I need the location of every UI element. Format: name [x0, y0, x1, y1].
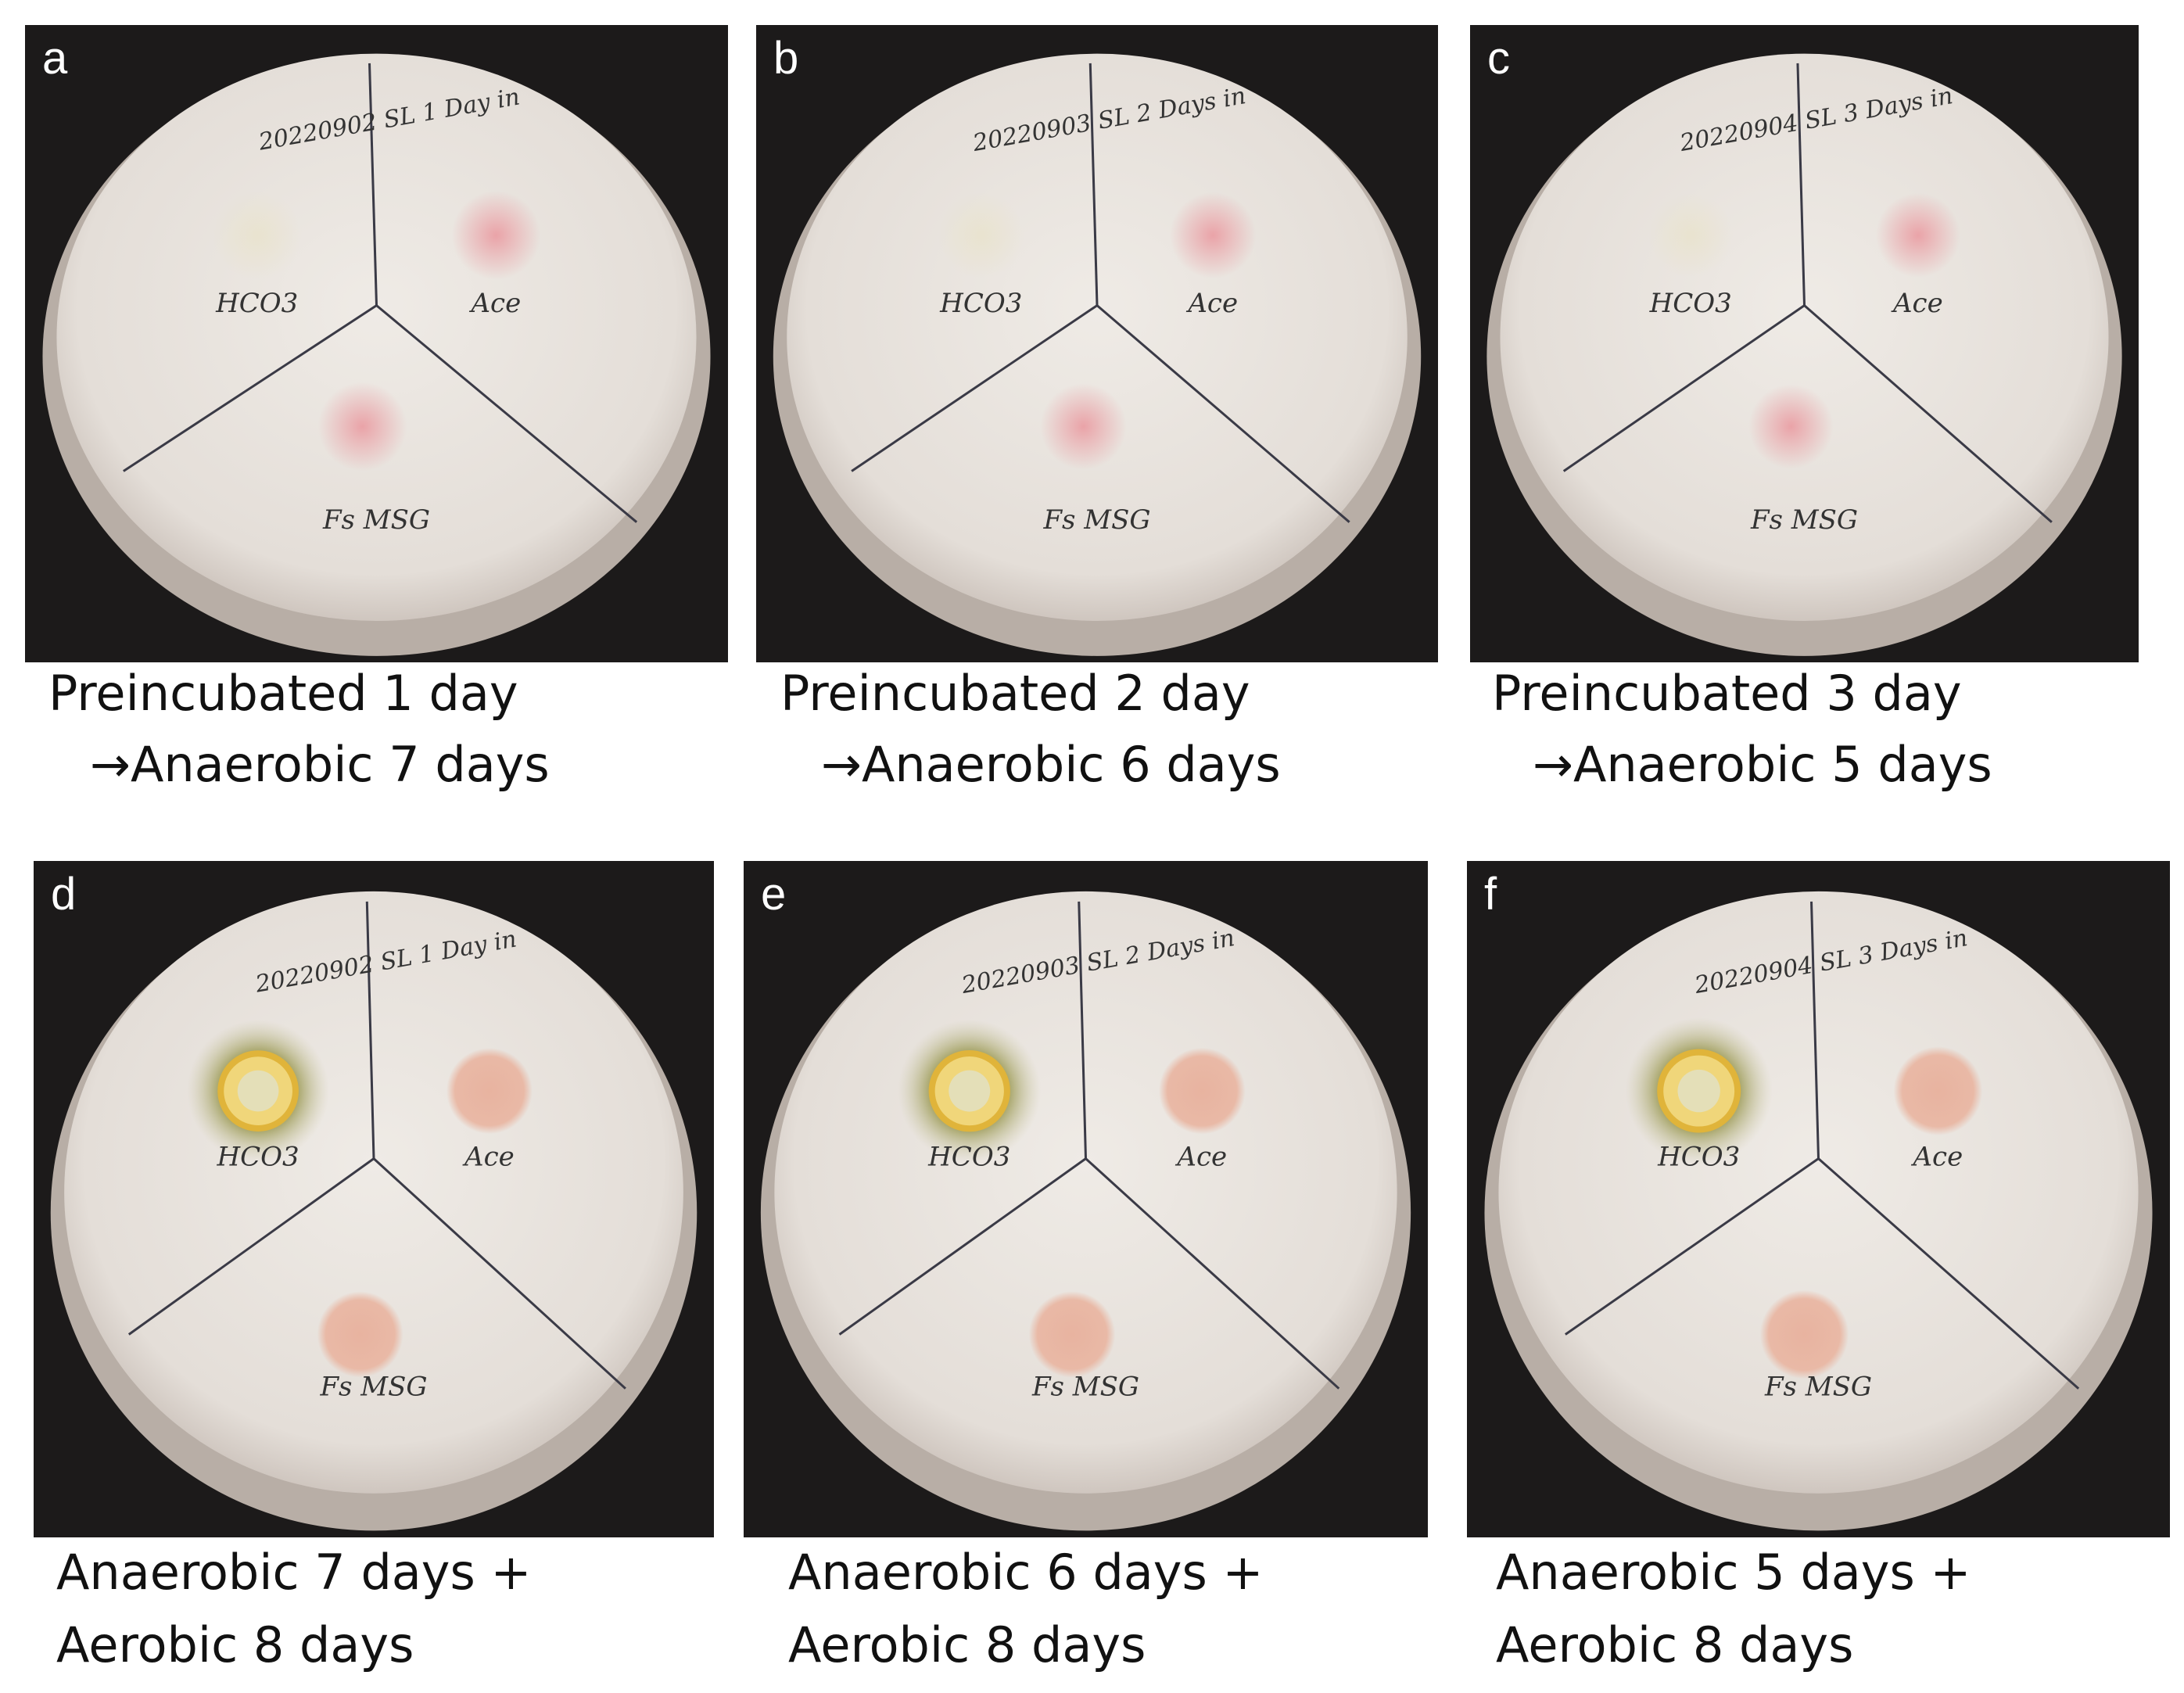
colony: [1759, 1289, 1849, 1379]
colony-center: [949, 1070, 991, 1112]
panel-letter: d: [51, 869, 76, 920]
colony: [317, 1291, 403, 1378]
caption: →Anaerobic 5 days: [1533, 736, 1992, 793]
divider-line: [1562, 304, 1806, 472]
dish: [774, 891, 1397, 1494]
caption: Preincubated 3 day: [1492, 665, 1962, 722]
plate-label: Ace: [468, 288, 521, 319]
plate-label: Fs MSG: [1764, 1371, 1872, 1402]
caption: Aerobic 8 days: [788, 1616, 1146, 1673]
divider-line: [1085, 1157, 1340, 1390]
colony: [1875, 192, 1960, 278]
colony-center: [237, 1070, 279, 1112]
caption: →Anaerobic 6 days: [821, 736, 1281, 793]
panel-letter: b: [773, 33, 798, 84]
panel-letter: c: [1487, 33, 1510, 84]
divider-line: [123, 304, 378, 472]
divider-line: [127, 1157, 375, 1336]
colony: [317, 382, 407, 472]
divider-line: [1078, 901, 1087, 1159]
divider-line: [838, 1157, 1087, 1336]
plate-label: Fs MSG: [1750, 504, 1858, 536]
colony: [1748, 384, 1834, 469]
colony: [212, 191, 302, 280]
plate-label: HCO3: [1657, 1141, 1740, 1172]
plate-label: Fs MSG: [1031, 1371, 1139, 1402]
dish: [1498, 891, 2139, 1494]
plate-label: Ace: [1891, 288, 1943, 319]
colony: [1648, 192, 1734, 278]
caption: Anaerobic 6 days +: [788, 1544, 1263, 1601]
plate-label: HCO3: [927, 1141, 1010, 1172]
divider-line: [1096, 304, 1350, 523]
divider-line: [1817, 1157, 2080, 1390]
colony-center: [1677, 1069, 1720, 1113]
colony: [1893, 1046, 1983, 1135]
dish: [64, 891, 683, 1494]
panel-letter: a: [42, 33, 68, 84]
dish: [1500, 53, 2109, 622]
plate-label: HCO3: [939, 288, 1022, 319]
caption: Aerobic 8 days: [1496, 1616, 1853, 1673]
plate-label: HCO3: [217, 1141, 299, 1172]
plate-label: Fs MSG: [319, 1371, 427, 1402]
plate-label: Ace: [1185, 288, 1238, 319]
plate-label: Ace: [1174, 1141, 1227, 1172]
dish: [787, 53, 1408, 622]
divider-line: [365, 901, 375, 1159]
caption: →Anaerobic 7 days: [90, 736, 550, 793]
panel-letter: f: [1484, 869, 1497, 920]
caption: Aerobic 8 days: [56, 1616, 414, 1673]
divider-line: [1088, 63, 1099, 306]
colony: [938, 192, 1024, 279]
divider-line: [368, 63, 378, 306]
colony: [446, 1048, 533, 1135]
divider-line: [1810, 901, 1820, 1159]
divider-line: [1803, 304, 2053, 523]
caption: Preincubated 1 day: [48, 665, 518, 722]
colony: [1170, 192, 1257, 279]
plate-label: Ace: [462, 1141, 515, 1172]
panel-letter: e: [761, 869, 786, 920]
colony: [1028, 1291, 1116, 1378]
divider-line: [375, 304, 638, 523]
plate-label: Ace: [1910, 1141, 1963, 1172]
plate-label: HCO3: [1649, 288, 1732, 319]
colony: [451, 191, 541, 280]
divider-line: [372, 1157, 626, 1390]
divider-line: [1565, 1157, 1820, 1336]
colony: [1158, 1047, 1246, 1135]
divider-line: [851, 304, 1098, 472]
caption: Anaerobic 5 days +: [1496, 1544, 1971, 1601]
dish: [56, 53, 697, 622]
divider-line: [1796, 63, 1806, 306]
plate-label: HCO3: [215, 288, 298, 319]
colony: [1040, 383, 1127, 470]
plate-label: Fs MSG: [322, 504, 430, 536]
caption: Preincubated 2 day: [780, 665, 1250, 722]
plate-label: Fs MSG: [1042, 504, 1150, 536]
caption: Anaerobic 7 days +: [56, 1544, 531, 1601]
